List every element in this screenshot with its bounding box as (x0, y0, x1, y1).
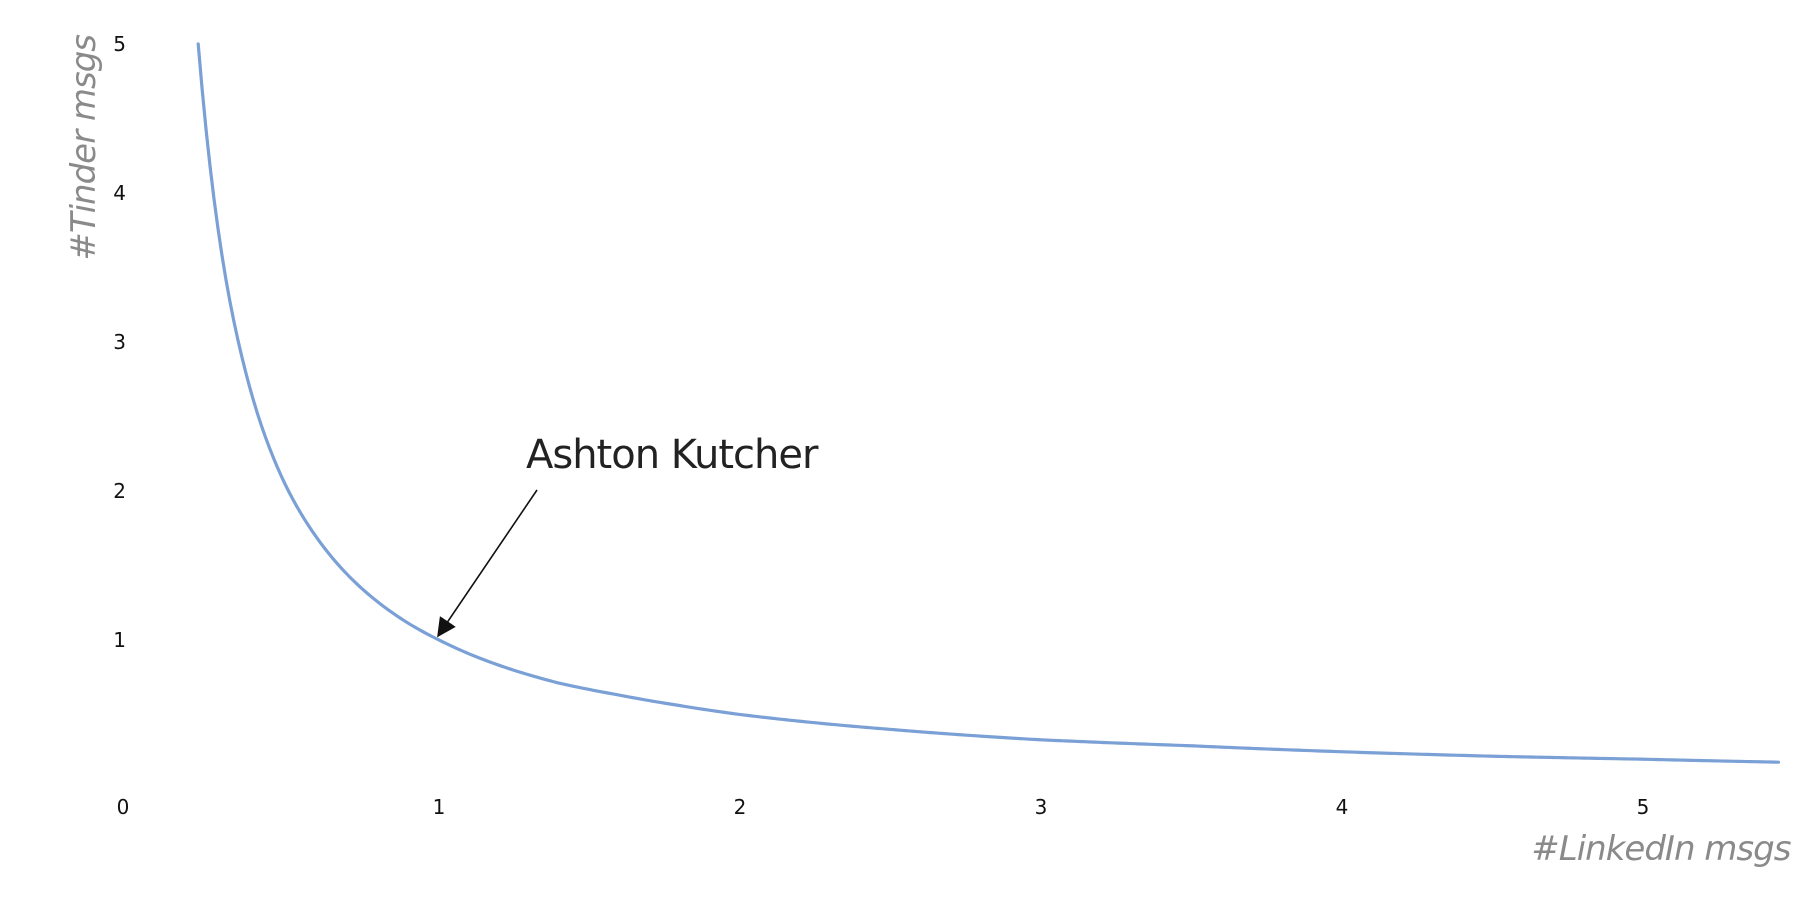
y-axis-title: #Tinder msgs (64, 35, 104, 261)
x-tick-label-5: 5 (1637, 795, 1650, 819)
y-tick-label-4: 5 (113, 32, 126, 56)
x-tick-label-0: 0 (117, 795, 130, 819)
axes (32, 11, 1799, 886)
x-tick-label-3: 3 (1035, 795, 1048, 819)
y-tick-label-2: 3 (113, 330, 126, 354)
y-tick-label-0: 1 (113, 628, 126, 652)
annotations: Ashton Kutcher (437, 432, 820, 638)
series-layer (196, 42, 1781, 764)
tick-labels: 0 1 2 3 4 5 1 2 3 4 5 (113, 32, 1649, 819)
x-tick-label-4: 4 (1336, 795, 1349, 819)
x-tick-label-1: 1 (433, 795, 446, 819)
axis-labels: #LinkedIn msgs #Tinder msgs (64, 35, 1792, 869)
x-tick-label-2: 2 (734, 795, 747, 819)
x-axis-title: #LinkedIn msgs (1531, 829, 1790, 869)
annotation-arrow-0 (437, 489, 538, 638)
y-tick-label-1: 2 (113, 479, 126, 503)
annotation-label-0: Ashton Kutcher (526, 432, 819, 478)
y-tick-label-3: 4 (113, 181, 126, 205)
series-line-0 (196, 42, 1781, 764)
